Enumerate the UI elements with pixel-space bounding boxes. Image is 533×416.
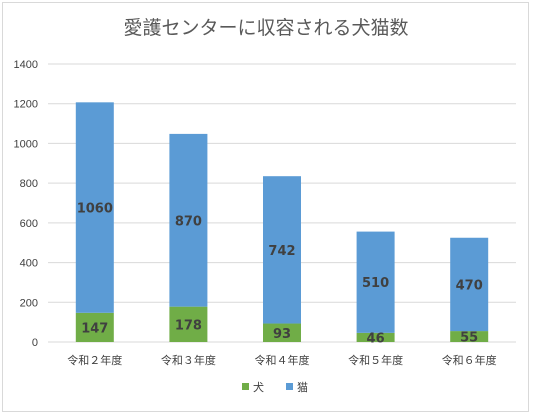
data-labels: 147 1060 178 870 93 742 46 510 55 470 <box>77 202 483 347</box>
x-category-label: 令和３年度 <box>161 353 216 367</box>
x-category-label: 令和６年度 <box>442 353 497 367</box>
y-tick-label: 200 <box>20 297 38 309</box>
y-tick-label: 400 <box>20 258 38 270</box>
chart-title: 愛護センターに収容される犬猫数 <box>123 17 408 39</box>
bar-cat <box>75 102 114 313</box>
y-tick-label: 1200 <box>14 99 38 111</box>
data-label: 742 <box>268 244 295 259</box>
bars <box>75 102 489 342</box>
bar-cat <box>356 231 395 333</box>
x-category-label: 令和５年度 <box>348 353 403 367</box>
legend-swatch <box>242 383 249 390</box>
bar-dog <box>169 306 208 342</box>
y-tick-label: 600 <box>20 218 38 230</box>
data-label: 46 <box>367 331 385 346</box>
y-axis-ticks: 0 200 400 600 800 1000 1200 1400 <box>14 59 38 349</box>
bar-cat <box>450 237 489 332</box>
bar-dog <box>356 332 395 342</box>
bar-cat <box>263 176 301 324</box>
x-category-label: 令和４年度 <box>255 353 310 367</box>
data-label: 1060 <box>77 202 113 217</box>
legend-label: 猫 <box>297 381 308 394</box>
data-label: 470 <box>456 278 483 293</box>
data-label: 147 <box>81 321 108 336</box>
data-label: 55 <box>460 331 478 346</box>
y-tick-label: 1000 <box>14 138 38 150</box>
x-category-label: 令和２年度 <box>67 353 122 367</box>
y-tick-label: 1400 <box>14 59 38 71</box>
y-tick-label: 800 <box>20 178 38 190</box>
bar-dog <box>75 312 114 342</box>
legend-swatch <box>286 383 293 390</box>
bar-cat <box>169 133 208 307</box>
y-tick-label: 0 <box>32 337 38 349</box>
bar-dog <box>263 323 301 342</box>
data-label: 870 <box>175 214 202 229</box>
legend-label: 犬 <box>253 380 264 394</box>
data-label: 93 <box>273 327 291 342</box>
data-label: 510 <box>362 276 389 291</box>
data-label: 178 <box>175 318 202 333</box>
bar-dog <box>450 331 489 342</box>
legend: 犬猫 <box>242 380 308 394</box>
x-axis-categories: 令和２年度 令和３年度 令和４年度 令和５年度 令和６年度 <box>67 353 496 367</box>
